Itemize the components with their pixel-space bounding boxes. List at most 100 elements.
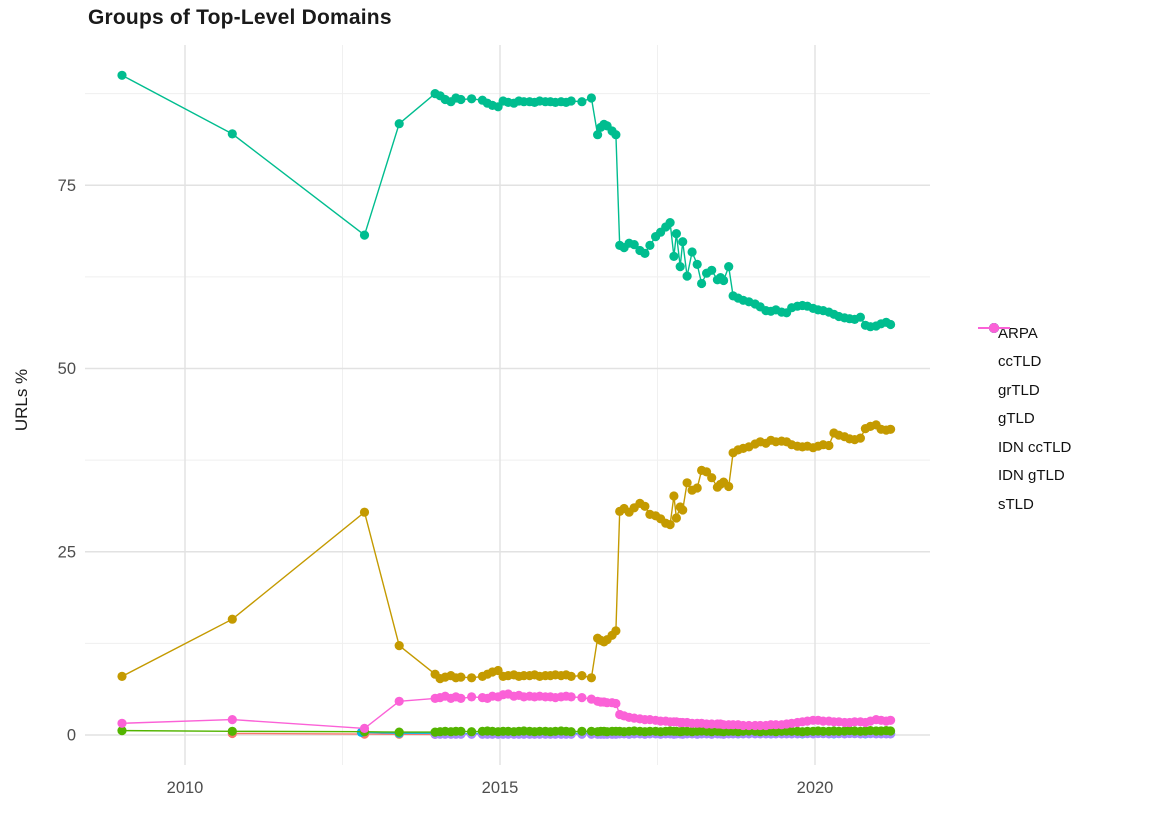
data-point — [394, 727, 404, 737]
legend-key-icon — [978, 323, 1010, 333]
series-line — [121, 74, 891, 328]
data-point — [886, 319, 896, 330]
gridlines — [85, 45, 930, 765]
data-point — [359, 723, 370, 734]
chart-title: Groups of Top-Level Domains — [88, 6, 392, 29]
data-point — [886, 715, 896, 725]
series-grtld — [117, 726, 896, 737]
data-point — [665, 520, 675, 530]
data-point — [687, 247, 697, 257]
data-point — [456, 693, 466, 704]
data-point — [467, 727, 477, 737]
data-point — [611, 130, 621, 140]
data-point — [678, 505, 688, 515]
data-point — [697, 278, 707, 289]
series-line — [232, 732, 436, 736]
data-point — [640, 248, 650, 258]
data-point — [724, 481, 734, 492]
data-point — [394, 696, 404, 706]
data-point — [682, 271, 692, 281]
x-tick-label: 2010 — [167, 779, 204, 797]
data-point — [824, 440, 834, 451]
legend-item: sTLD — [978, 323, 1071, 519]
data-point — [467, 692, 477, 702]
legend-item-label: gTLD — [998, 410, 1035, 428]
data-point — [886, 424, 896, 434]
legend-item-label: grTLD — [998, 381, 1040, 399]
data-point — [669, 251, 679, 261]
data-point — [566, 96, 576, 106]
data-point — [577, 726, 587, 736]
y-tick-label: 0 — [67, 727, 76, 745]
data-point — [227, 129, 237, 139]
data-point — [855, 312, 866, 322]
data-point — [855, 433, 866, 443]
data-point — [682, 478, 692, 488]
data-point — [394, 119, 404, 129]
data-point — [227, 715, 237, 725]
data-point — [577, 97, 587, 107]
data-point — [566, 692, 576, 702]
data-point — [394, 641, 404, 651]
data-point — [665, 218, 675, 228]
data-point — [359, 230, 370, 240]
data-point — [611, 698, 621, 709]
y-tick-label: 25 — [58, 543, 76, 561]
x-tick-label: 2020 — [797, 779, 834, 797]
data-point — [456, 726, 466, 736]
data-point — [886, 726, 896, 736]
data-point — [692, 259, 702, 269]
data-point — [707, 265, 717, 275]
data-point — [117, 671, 127, 682]
data-point — [117, 718, 127, 728]
legend-item-label: IDN ccTLD — [998, 438, 1072, 456]
legend-item-label: IDN gTLD — [998, 467, 1065, 485]
data-point — [629, 240, 639, 250]
series-gtld — [117, 70, 896, 332]
data-point — [227, 726, 237, 736]
legend-item-label: sTLD — [998, 495, 1034, 513]
data-point — [671, 513, 682, 523]
legend: ARPA ccTLD grTLD gTLD IDN ccTLD IDN gTLD… — [978, 319, 1071, 519]
x-tick-label: 2015 — [482, 779, 519, 797]
legend-item: gTLD — [978, 323, 1071, 434]
data-point — [359, 507, 370, 517]
legend-item: ccTLD — [978, 323, 1071, 377]
legend-item-label: ccTLD — [998, 353, 1042, 371]
series-stld — [117, 689, 896, 734]
data-point — [467, 94, 477, 104]
y-tick-label: 75 — [58, 177, 76, 195]
data-point — [671, 229, 682, 239]
data-point — [678, 237, 688, 247]
legend-item: IDN ccTLD — [978, 323, 1072, 462]
y-tick-label: 50 — [58, 360, 76, 378]
data-point — [640, 501, 650, 511]
data-point — [467, 673, 477, 683]
data-point — [456, 94, 466, 105]
data-point — [724, 262, 734, 272]
data-point — [692, 483, 702, 493]
data-point — [675, 262, 685, 272]
legend-item: IDN gTLD — [978, 323, 1071, 491]
data-point — [719, 275, 729, 286]
axis-tick-labels: 0 25 50 75 2010 2015 2020 — [58, 177, 834, 797]
data-point — [611, 626, 621, 636]
data-point — [227, 614, 237, 624]
data-point — [645, 240, 655, 250]
series-arpa — [227, 728, 440, 740]
data-point — [117, 70, 127, 80]
data-point — [586, 673, 597, 683]
data-point — [586, 93, 597, 103]
data-point — [707, 473, 717, 483]
data-point — [566, 671, 576, 682]
data-point — [577, 693, 587, 703]
data-point — [669, 491, 679, 501]
data-point — [456, 672, 466, 682]
series-cctld — [117, 420, 896, 684]
legend-item: grTLD — [978, 323, 1071, 405]
data-point — [566, 727, 576, 737]
data-point — [577, 671, 587, 681]
data-point — [593, 130, 603, 140]
data-point — [117, 726, 127, 736]
